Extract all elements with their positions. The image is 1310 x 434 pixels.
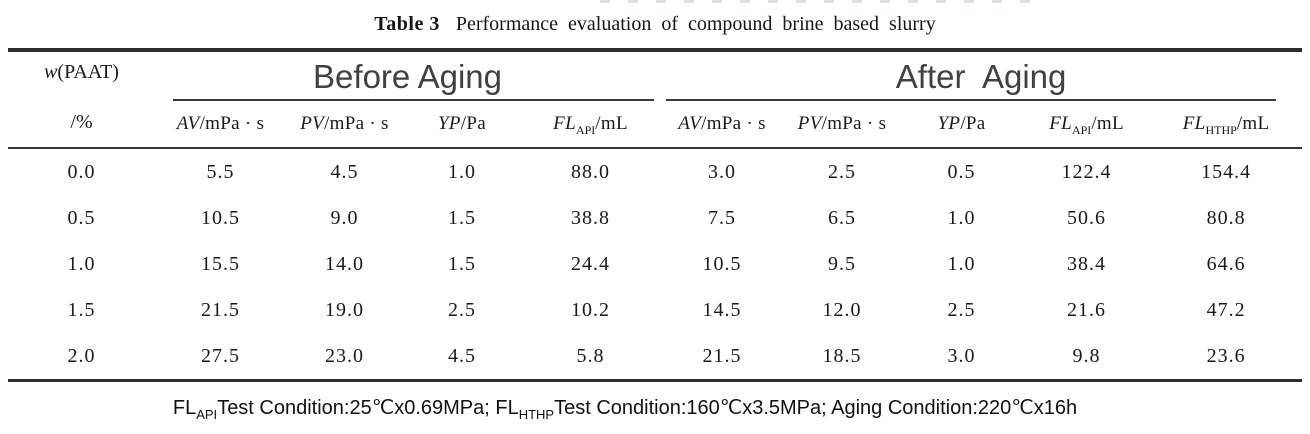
row-header-line2: /%: [70, 111, 93, 133]
footer-text: Test Condition:160℃x3.5MPa; Aging Condit…: [554, 397, 1078, 419]
table-row: 0.5 10.5 9.0 1.5 38.8 7.5 6.5 1.0 50.6 8…: [8, 195, 1302, 241]
table-cell: 9.5: [828, 252, 857, 275]
footer-text: Test Condition:25℃x0.69MPa; FL: [217, 397, 519, 419]
table-cell: 9.8: [1023, 333, 1151, 382]
column-header-after-flhthp: FLHTHP/mL: [1150, 101, 1303, 149]
group-header-row: w(PAAT) /% Before Aging After Aging: [8, 50, 1302, 149]
table-cell: 21.5: [201, 298, 240, 321]
subscript-hthp: HTHP: [518, 407, 555, 422]
table-cell: 1.0: [947, 252, 976, 275]
subscript-hthp: HTHP: [1205, 122, 1237, 137]
subscript-api: API: [196, 407, 218, 422]
table-cell: 1.0: [947, 206, 976, 229]
column-header-before-yp: YP/Pa: [403, 101, 521, 149]
group-label-after-aging: After Aging: [895, 57, 1067, 95]
table-cell: 10.2: [571, 298, 611, 321]
table-cell: 14.0: [325, 252, 364, 275]
table-cell: 80.8: [1206, 206, 1246, 229]
table-cell: 47.2: [1206, 298, 1246, 321]
row-header-w-paat: w(PAAT) /%: [8, 50, 155, 149]
table-cell: 64.6: [1206, 252, 1246, 275]
table-wrapper: w(PAAT) /% Before Aging After Aging AV/m…: [8, 48, 1303, 382]
table-cell: 38.8: [571, 206, 611, 229]
table-cell: 23.6: [1150, 333, 1303, 382]
table-cell: 19.0: [325, 298, 364, 321]
table-number: Table 3: [374, 13, 440, 35]
table-cell: 10.5: [702, 252, 742, 275]
table-cell: 50.6: [1067, 206, 1107, 229]
table-cell: 1.5: [67, 298, 96, 321]
column-header-before-pv: PV/mPa · s: [286, 101, 403, 149]
table-cell: 15.5: [201, 252, 240, 275]
table-cell: 5.5: [206, 160, 235, 183]
column-header-before-av: AV/mPa · s: [155, 101, 286, 149]
table-title-text: Performance evaluation of compound brine…: [455, 13, 936, 35]
table-row: 0.0 5.5 4.5 1.0 88.0 3.0 2.5 0.5 122.4 1…: [8, 148, 1302, 195]
table-cell: 4.5: [403, 333, 521, 382]
table-cell: 9.0: [330, 206, 359, 229]
table-cell: 3.0: [900, 333, 1024, 382]
column-header-before-flapi: FLAPI/mL: [521, 101, 661, 149]
column-header-after-pv: PV/mPa · s: [784, 101, 901, 149]
table-row: 2.0 27.5 23.0 4.5 5.8 21.5 18.5 3.0 9.8 …: [8, 333, 1303, 382]
table-cell: 14.5: [702, 298, 742, 321]
table-cell: 122.4: [1061, 160, 1112, 183]
table-cell: 10.5: [201, 206, 240, 229]
column-header-row: AV/mPa · s PV/mPa · s YP/Pa FLAPI/mL AV/…: [8, 101, 1303, 149]
table-row: 1.0 15.5 14.0 1.5 24.4 10.5 9.5 1.0 38.4…: [8, 241, 1302, 287]
table-cell: 27.5: [155, 333, 286, 382]
table-caption: Table 3 Performance evaluation of compoun…: [0, 0, 1310, 48]
table-row: 1.5 21.5 19.0 2.5 10.2 14.5 12.0 2.5 21.…: [8, 287, 1302, 333]
table-cell: 3.0: [708, 160, 737, 183]
scan-edge-artifact: [600, 0, 1040, 3]
performance-table: w(PAAT) /% Before Aging After Aging AV/m…: [8, 48, 1303, 382]
column-header-after-av: AV/mPa · s: [660, 101, 785, 149]
table-cell: 5.8: [521, 333, 661, 382]
table-cell: 1.0: [448, 160, 476, 183]
table-cell: 21.5: [660, 333, 785, 382]
table-cell: 7.5: [708, 206, 737, 229]
table-cell: 0.0: [67, 160, 96, 183]
table-cell: 1.5: [448, 206, 476, 229]
group-label-before-aging: Before Aging: [313, 57, 503, 95]
table-cell: 2.0: [8, 333, 155, 382]
table-cell: 1.0: [67, 252, 96, 275]
group-header-after-aging: After Aging: [660, 50, 1302, 101]
subscript-api: API: [1071, 122, 1092, 137]
table-cell: 2.5: [448, 298, 476, 321]
table-cell: 23.0: [286, 333, 403, 382]
table-cell: 1.5: [448, 252, 476, 275]
table-cell: 2.5: [947, 298, 976, 321]
table-cell: 88.0: [571, 160, 611, 183]
table-cell: 18.5: [784, 333, 901, 382]
subscript-api: API: [575, 122, 596, 137]
row-header-content: w(PAAT) /%: [8, 52, 155, 147]
table-cell: 24.4: [571, 252, 611, 275]
column-header-after-yp: YP/Pa: [900, 101, 1024, 149]
column-header-after-flapi: FLAPI/mL: [1023, 101, 1151, 149]
table-cell: 6.5: [828, 206, 857, 229]
footer-text: FL: [172, 397, 197, 419]
row-header-line1: w(PAAT): [44, 61, 119, 83]
table-cell: 4.5: [330, 160, 359, 183]
table-cell: 2.5: [828, 160, 857, 183]
table-cell: 0.5: [947, 160, 976, 183]
group-header-before-aging: Before Aging: [155, 50, 660, 101]
table-cell: 154.4: [1201, 160, 1252, 183]
test-conditions-note: FLAPITest Condition:25℃x0.69MPa; FLHTHPT…: [0, 395, 1280, 422]
table-cell: 0.5: [67, 206, 96, 229]
table-cell: 21.6: [1067, 298, 1107, 321]
table-cell: 38.4: [1067, 252, 1107, 275]
table-cell: 12.0: [822, 298, 862, 321]
